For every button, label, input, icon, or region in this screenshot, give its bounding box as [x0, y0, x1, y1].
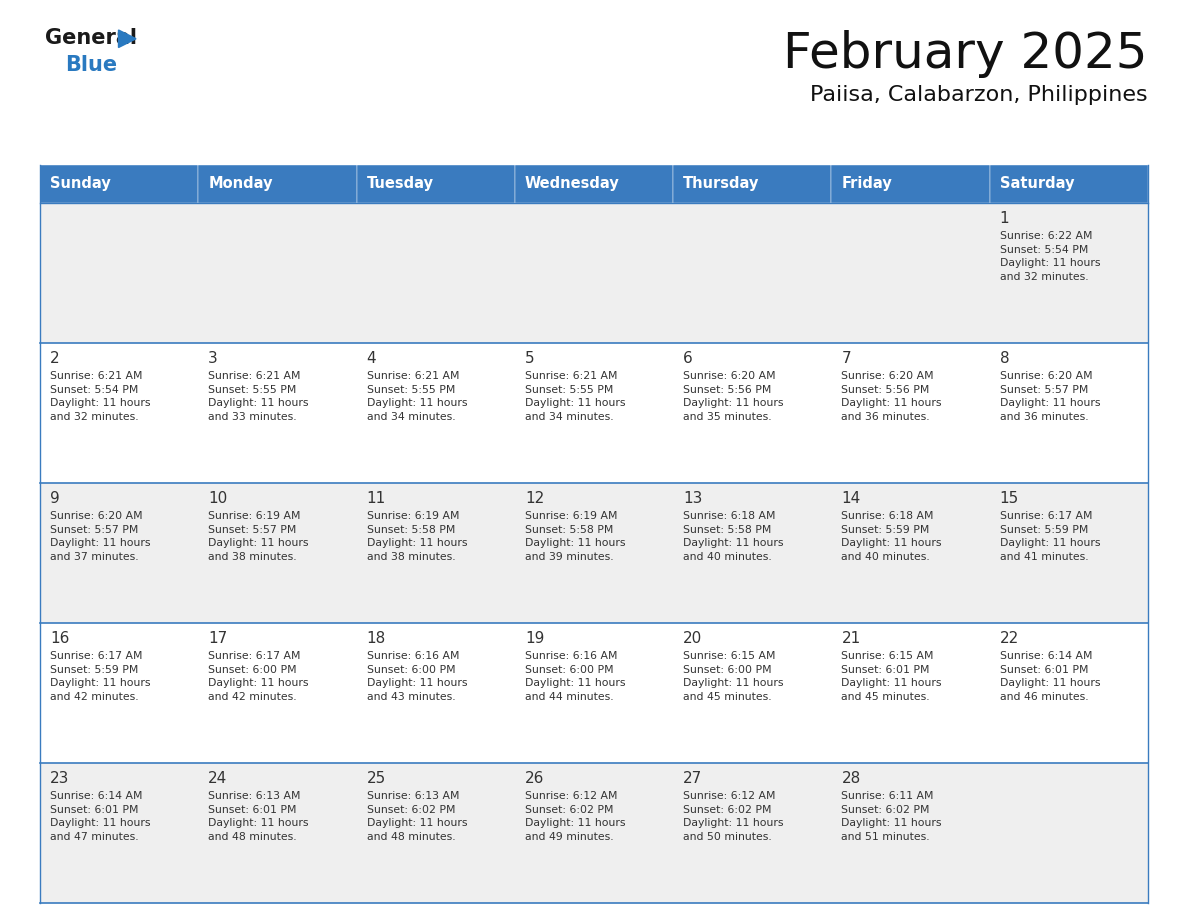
Text: Sunrise: 6:16 AM
Sunset: 6:00 PM
Daylight: 11 hours
and 43 minutes.: Sunrise: 6:16 AM Sunset: 6:00 PM Dayligh… [367, 651, 467, 701]
Text: 4: 4 [367, 351, 377, 366]
Text: 21: 21 [841, 631, 860, 646]
Text: Sunrise: 6:17 AM
Sunset: 5:59 PM
Daylight: 11 hours
and 42 minutes.: Sunrise: 6:17 AM Sunset: 5:59 PM Dayligh… [50, 651, 151, 701]
Text: 16: 16 [50, 631, 69, 646]
Text: Sunrise: 6:19 AM
Sunset: 5:58 PM
Daylight: 11 hours
and 38 minutes.: Sunrise: 6:19 AM Sunset: 5:58 PM Dayligh… [367, 511, 467, 562]
Text: Sunrise: 6:13 AM
Sunset: 6:02 PM
Daylight: 11 hours
and 48 minutes.: Sunrise: 6:13 AM Sunset: 6:02 PM Dayligh… [367, 791, 467, 842]
Text: 28: 28 [841, 771, 860, 786]
Text: Sunrise: 6:13 AM
Sunset: 6:01 PM
Daylight: 11 hours
and 48 minutes.: Sunrise: 6:13 AM Sunset: 6:01 PM Dayligh… [208, 791, 309, 842]
Bar [990, 165, 1148, 203]
Text: 6: 6 [683, 351, 693, 366]
Text: Sunrise: 6:15 AM
Sunset: 6:00 PM
Daylight: 11 hours
and 45 minutes.: Sunrise: 6:15 AM Sunset: 6:00 PM Dayligh… [683, 651, 784, 701]
Text: Sunrise: 6:20 AM
Sunset: 5:56 PM
Daylight: 11 hours
and 35 minutes.: Sunrise: 6:20 AM Sunset: 5:56 PM Dayligh… [683, 371, 784, 421]
Text: 1: 1 [1000, 211, 1010, 226]
Text: 10: 10 [208, 491, 228, 506]
Text: 2: 2 [50, 351, 59, 366]
Text: Sunrise: 6:21 AM
Sunset: 5:54 PM
Daylight: 11 hours
and 32 minutes.: Sunrise: 6:21 AM Sunset: 5:54 PM Dayligh… [50, 371, 151, 421]
Text: Sunrise: 6:21 AM
Sunset: 5:55 PM
Daylight: 11 hours
and 34 minutes.: Sunrise: 6:21 AM Sunset: 5:55 PM Dayligh… [367, 371, 467, 421]
Text: 20: 20 [683, 631, 702, 646]
Bar [40, 343, 1148, 483]
Bar [40, 165, 198, 203]
Text: Sunrise: 6:18 AM
Sunset: 5:59 PM
Daylight: 11 hours
and 40 minutes.: Sunrise: 6:18 AM Sunset: 5:59 PM Dayligh… [841, 511, 942, 562]
Text: Sunrise: 6:19 AM
Sunset: 5:57 PM
Daylight: 11 hours
and 38 minutes.: Sunrise: 6:19 AM Sunset: 5:57 PM Dayligh… [208, 511, 309, 562]
Text: Paiisa, Calabarzon, Philippines: Paiisa, Calabarzon, Philippines [810, 85, 1148, 105]
Text: February 2025: February 2025 [784, 30, 1148, 78]
Text: Sunrise: 6:17 AM
Sunset: 5:59 PM
Daylight: 11 hours
and 41 minutes.: Sunrise: 6:17 AM Sunset: 5:59 PM Dayligh… [1000, 511, 1100, 562]
Bar [40, 483, 1148, 623]
Text: 26: 26 [525, 771, 544, 786]
Text: Sunrise: 6:15 AM
Sunset: 6:01 PM
Daylight: 11 hours
and 45 minutes.: Sunrise: 6:15 AM Sunset: 6:01 PM Dayligh… [841, 651, 942, 701]
Bar [356, 165, 514, 203]
Text: 22: 22 [1000, 631, 1019, 646]
Text: 14: 14 [841, 491, 860, 506]
Text: 7: 7 [841, 351, 851, 366]
Text: Sunrise: 6:21 AM
Sunset: 5:55 PM
Daylight: 11 hours
and 33 minutes.: Sunrise: 6:21 AM Sunset: 5:55 PM Dayligh… [208, 371, 309, 421]
Text: Sunday: Sunday [50, 176, 110, 192]
Text: Sunrise: 6:12 AM
Sunset: 6:02 PM
Daylight: 11 hours
and 49 minutes.: Sunrise: 6:12 AM Sunset: 6:02 PM Dayligh… [525, 791, 625, 842]
Text: 8: 8 [1000, 351, 1010, 366]
Bar [674, 165, 832, 203]
Polygon shape [119, 30, 135, 48]
Text: Blue: Blue [65, 55, 118, 75]
Text: Tuesday: Tuesday [367, 176, 434, 192]
Text: 18: 18 [367, 631, 386, 646]
Text: Sunrise: 6:17 AM
Sunset: 6:00 PM
Daylight: 11 hours
and 42 minutes.: Sunrise: 6:17 AM Sunset: 6:00 PM Dayligh… [208, 651, 309, 701]
Text: 23: 23 [50, 771, 69, 786]
Text: General: General [45, 28, 137, 48]
Bar [514, 165, 674, 203]
Text: Sunrise: 6:14 AM
Sunset: 6:01 PM
Daylight: 11 hours
and 47 minutes.: Sunrise: 6:14 AM Sunset: 6:01 PM Dayligh… [50, 791, 151, 842]
Text: 5: 5 [525, 351, 535, 366]
Text: 19: 19 [525, 631, 544, 646]
Text: Monday: Monday [208, 176, 273, 192]
Text: 9: 9 [50, 491, 59, 506]
Text: 17: 17 [208, 631, 228, 646]
Text: 15: 15 [1000, 491, 1019, 506]
Text: Sunrise: 6:11 AM
Sunset: 6:02 PM
Daylight: 11 hours
and 51 minutes.: Sunrise: 6:11 AM Sunset: 6:02 PM Dayligh… [841, 791, 942, 842]
Text: Thursday: Thursday [683, 176, 759, 192]
Text: Sunrise: 6:16 AM
Sunset: 6:00 PM
Daylight: 11 hours
and 44 minutes.: Sunrise: 6:16 AM Sunset: 6:00 PM Dayligh… [525, 651, 625, 701]
Text: 11: 11 [367, 491, 386, 506]
Text: 3: 3 [208, 351, 219, 366]
Text: Sunrise: 6:14 AM
Sunset: 6:01 PM
Daylight: 11 hours
and 46 minutes.: Sunrise: 6:14 AM Sunset: 6:01 PM Dayligh… [1000, 651, 1100, 701]
Text: Friday: Friday [841, 176, 892, 192]
Text: Sunrise: 6:20 AM
Sunset: 5:57 PM
Daylight: 11 hours
and 36 minutes.: Sunrise: 6:20 AM Sunset: 5:57 PM Dayligh… [1000, 371, 1100, 421]
Bar [40, 623, 1148, 763]
Text: Sunrise: 6:19 AM
Sunset: 5:58 PM
Daylight: 11 hours
and 39 minutes.: Sunrise: 6:19 AM Sunset: 5:58 PM Dayligh… [525, 511, 625, 562]
Text: 25: 25 [367, 771, 386, 786]
Text: Sunrise: 6:18 AM
Sunset: 5:58 PM
Daylight: 11 hours
and 40 minutes.: Sunrise: 6:18 AM Sunset: 5:58 PM Dayligh… [683, 511, 784, 562]
Bar [40, 203, 1148, 343]
Text: Saturday: Saturday [1000, 176, 1074, 192]
Text: 12: 12 [525, 491, 544, 506]
Bar [832, 165, 990, 203]
Text: Wednesday: Wednesday [525, 176, 620, 192]
Text: Sunrise: 6:21 AM
Sunset: 5:55 PM
Daylight: 11 hours
and 34 minutes.: Sunrise: 6:21 AM Sunset: 5:55 PM Dayligh… [525, 371, 625, 421]
Bar [198, 165, 356, 203]
Text: Sunrise: 6:20 AM
Sunset: 5:56 PM
Daylight: 11 hours
and 36 minutes.: Sunrise: 6:20 AM Sunset: 5:56 PM Dayligh… [841, 371, 942, 421]
Text: Sunrise: 6:12 AM
Sunset: 6:02 PM
Daylight: 11 hours
and 50 minutes.: Sunrise: 6:12 AM Sunset: 6:02 PM Dayligh… [683, 791, 784, 842]
Text: Sunrise: 6:22 AM
Sunset: 5:54 PM
Daylight: 11 hours
and 32 minutes.: Sunrise: 6:22 AM Sunset: 5:54 PM Dayligh… [1000, 231, 1100, 282]
Text: 24: 24 [208, 771, 228, 786]
Text: 13: 13 [683, 491, 702, 506]
Bar [40, 763, 1148, 903]
Text: 27: 27 [683, 771, 702, 786]
Text: Sunrise: 6:20 AM
Sunset: 5:57 PM
Daylight: 11 hours
and 37 minutes.: Sunrise: 6:20 AM Sunset: 5:57 PM Dayligh… [50, 511, 151, 562]
